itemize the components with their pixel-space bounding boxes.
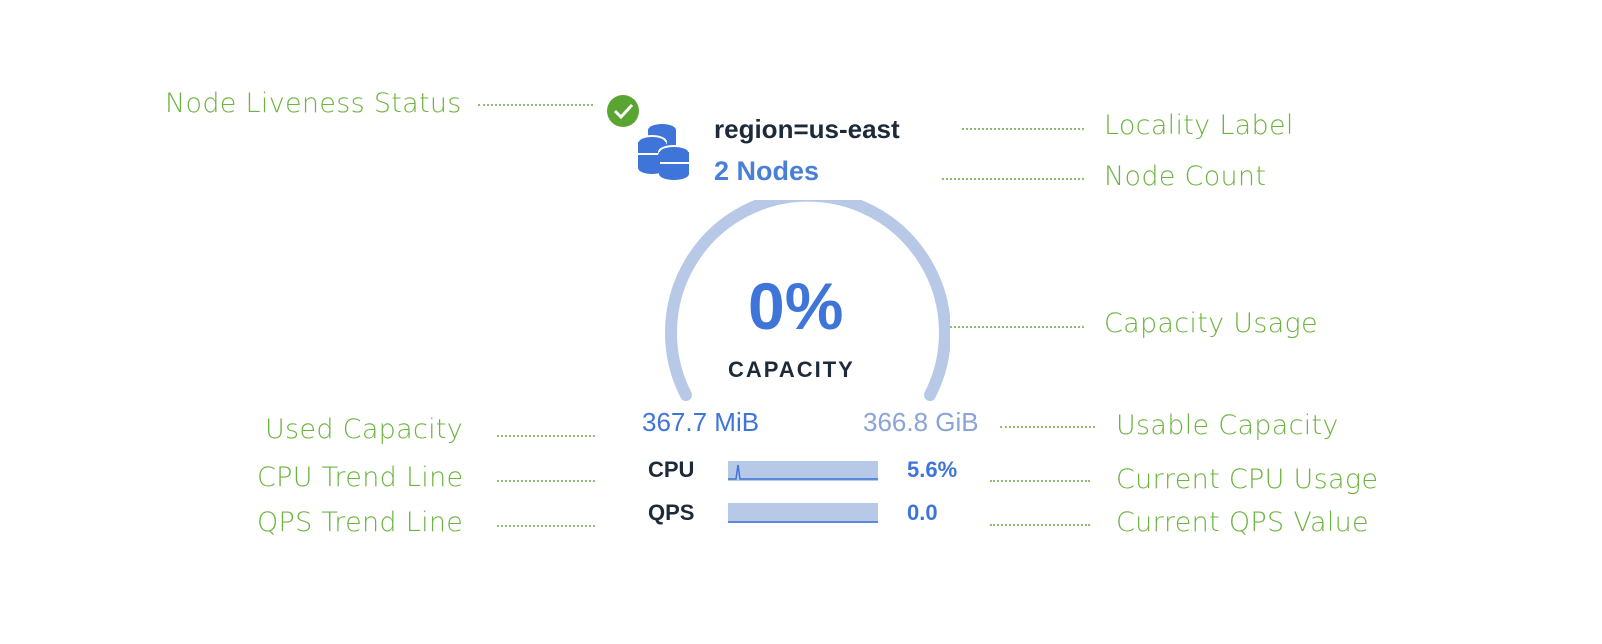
node-count-link[interactable]: 2 Nodes — [714, 156, 820, 186]
leader-line — [990, 524, 1090, 526]
check-circle-icon — [607, 95, 639, 127]
annotation-liveness: Node Liveness Status — [165, 88, 462, 119]
qps-value: 0.0 — [907, 500, 938, 525]
used-capacity: 367.7 MiB — [642, 407, 760, 437]
annotation-locality: Locality Label — [1104, 110, 1294, 141]
annotation-current-cpu: Current CPU Usage — [1116, 464, 1379, 495]
qps-label: QPS — [648, 500, 695, 525]
annotation-current-qps: Current QPS Value — [1116, 507, 1369, 538]
annotation-usable-capacity: Usable Capacity — [1116, 410, 1339, 441]
annotation-cpu-trend: CPU Trend Line — [257, 462, 464, 493]
cpu-sparkline — [728, 461, 878, 481]
database-icon — [637, 124, 690, 180]
cpu-label: CPU — [648, 457, 695, 482]
cpu-value: 5.6% — [907, 457, 958, 482]
leader-line — [962, 128, 1084, 130]
leader-line — [497, 525, 595, 527]
leader-line — [942, 178, 1084, 180]
annotation-node-count: Node Count — [1104, 161, 1267, 192]
usable-capacity: 366.8 GiB — [863, 407, 979, 437]
leader-line — [990, 480, 1090, 482]
locality-label: region=us-east — [714, 114, 900, 144]
leader-line — [942, 326, 1084, 328]
annotation-qps-trend: QPS Trend Line — [257, 507, 464, 538]
capacity-percent: 0% — [748, 269, 844, 343]
leader-line — [478, 104, 593, 106]
leader-line — [1000, 426, 1095, 428]
leader-line — [497, 435, 595, 437]
qps-sparkline — [728, 503, 878, 523]
capacity-gauge — [665, 200, 950, 401]
capacity-label: CAPACITY — [728, 357, 855, 382]
annotation-used-capacity: Used Capacity — [265, 414, 464, 445]
annotation-capacity-usage: Capacity Usage — [1104, 308, 1318, 339]
leader-line — [497, 480, 595, 482]
